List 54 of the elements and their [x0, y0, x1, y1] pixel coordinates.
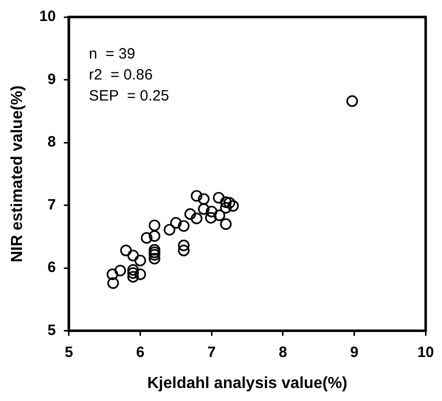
point — [220, 218, 232, 230]
y-tick-label: 6 — [48, 259, 56, 276]
point — [220, 196, 232, 208]
point — [127, 250, 139, 262]
point — [346, 95, 358, 107]
point — [170, 217, 182, 229]
point — [198, 193, 210, 205]
y-tick-label: 7 — [48, 196, 56, 214]
point — [178, 244, 190, 256]
point — [184, 208, 196, 220]
point — [212, 192, 225, 204]
x-tick-label: 10 — [417, 344, 434, 361]
y-tick-label: 5 — [48, 322, 56, 339]
point — [220, 202, 232, 214]
point — [134, 268, 146, 280]
point — [190, 212, 202, 224]
point — [214, 210, 226, 222]
point — [164, 224, 176, 236]
point — [148, 230, 160, 242]
y-axis-title: NIR estimated value(%) — [9, 85, 26, 262]
point — [134, 254, 146, 266]
point — [107, 277, 119, 289]
point — [140, 232, 152, 244]
point — [127, 267, 139, 279]
point — [224, 196, 236, 209]
x-tick-label: 6 — [136, 344, 144, 361]
point — [190, 190, 202, 202]
point — [178, 240, 190, 252]
point — [120, 244, 132, 256]
point — [127, 264, 139, 276]
y-tick-label: 9 — [48, 70, 56, 88]
point — [178, 220, 190, 232]
y-tick-label: 10 — [39, 8, 56, 26]
x-tick-label: 5 — [64, 344, 74, 361]
point — [227, 200, 239, 212]
x-tick-label: 9 — [350, 344, 358, 361]
annotation: r2 = 0.86 — [88, 66, 153, 84]
y-tick-label: 8 — [48, 134, 56, 151]
point — [198, 203, 210, 215]
x-tick-label: 7 — [207, 344, 216, 361]
annotation: SEP = 0.25 — [88, 88, 170, 105]
x-tick-label: 8 — [278, 344, 288, 361]
point — [205, 212, 217, 224]
point — [127, 271, 139, 283]
point — [106, 268, 118, 280]
x-axis-title: Kjeldahl analysis value(%) — [147, 374, 348, 392]
point — [148, 220, 160, 232]
point — [148, 244, 160, 256]
point — [148, 252, 160, 264]
point — [148, 249, 160, 261]
point — [148, 246, 160, 258]
point — [206, 206, 218, 218]
point — [114, 264, 126, 276]
annotation: n = 39 — [88, 46, 136, 63]
